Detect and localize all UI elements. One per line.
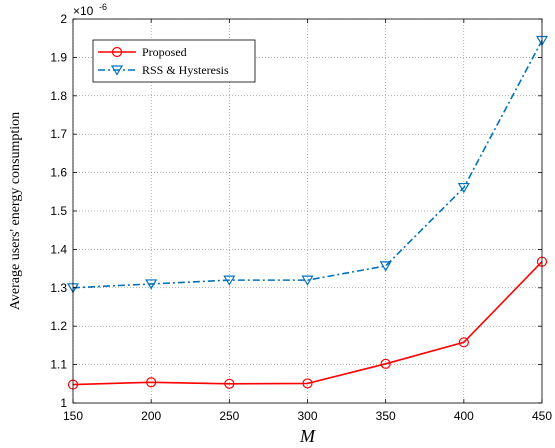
data-point-marker [145,279,158,290]
y-tick-label: 1.2 [50,319,67,333]
data-point-marker [458,337,469,348]
y-axis-label: Average users' energy consumption [8,112,23,310]
data-point-marker [111,46,123,58]
data-point-marker [224,378,235,389]
y-tick-label: 1.4 [50,242,67,256]
x-tick-label: 250 [219,409,239,423]
data-point-marker [301,275,314,286]
y-tick-label: 1.6 [50,166,67,180]
y-tick-label: 1.8 [50,89,67,103]
x-tick-label: 400 [454,409,474,423]
data-point-marker [457,182,470,194]
y-tick-label: 1.5 [50,204,67,218]
data-point-marker [223,275,236,286]
y-tick-label: 1.1 [50,358,67,372]
series-line [72,40,543,289]
legend: Proposed RSS & Hysteresis [92,39,256,83]
data-point-marker [302,378,313,389]
data-point-marker [379,261,392,272]
y-tick-label: 1 [60,396,67,410]
x-tick-label: 300 [297,409,317,423]
legend-label: RSS & Hysteresis [142,63,229,77]
data-point-marker [146,377,157,388]
series-rss-hysteresis [66,35,549,294]
x-tick-label: 150 [63,409,83,423]
data-point-marker [110,65,124,76]
data-point-marker [380,358,391,369]
x-axis-label: M [299,426,316,446]
y-multiplier-base: ×10 [73,4,94,18]
x-tick-label: 200 [141,409,161,423]
series-layer [66,35,549,390]
series-line [72,261,543,386]
y-tick-label: 2 [60,12,67,26]
y-tick-label: 1.7 [50,127,67,141]
legend-label: Proposed [142,45,187,59]
x-tick-label: 450 [532,409,552,423]
legend-box [92,39,256,83]
y-multiplier: ×10 -6 [73,2,107,18]
y-tick-label: 1.9 [50,50,67,64]
y-tick-label: 1.3 [50,281,67,295]
x-tick-label: 350 [376,409,396,423]
y-multiplier-exponent: -6 [99,2,107,12]
ticks: 150 200 250 300 350 400 450 1 1.1 1.2 1.3 1.4 1.5 1.6… [50,12,552,423]
